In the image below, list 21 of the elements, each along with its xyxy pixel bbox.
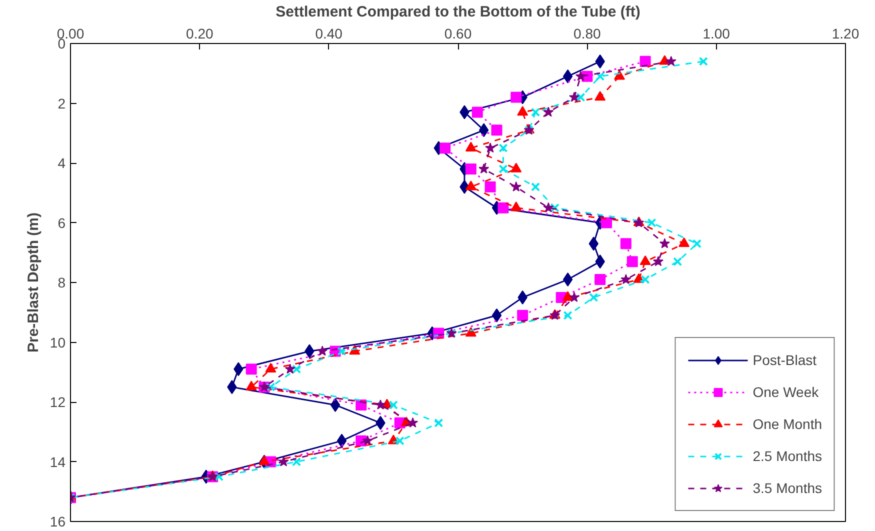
y-axis-title: Pre-Blast Depth (m) bbox=[24, 212, 42, 353]
legend-label: One Month bbox=[752, 416, 822, 432]
y-tick-label: 4 bbox=[58, 155, 66, 171]
legend-label: Post-Blast bbox=[752, 352, 817, 368]
legend-label: One Week bbox=[752, 384, 819, 400]
x-tick-label: 1.20 bbox=[832, 26, 860, 42]
y-tick-label: 16 bbox=[50, 514, 66, 530]
x-tick-label: 0.40 bbox=[315, 26, 343, 42]
x-tick-label: 0.80 bbox=[574, 26, 602, 42]
y-tick-label: 14 bbox=[50, 454, 66, 470]
y-tick-label: 12 bbox=[50, 394, 66, 410]
x-tick-label: 0.20 bbox=[186, 26, 214, 42]
legend-label: 3.5 Months bbox=[752, 480, 822, 496]
y-tick-label: 2 bbox=[58, 95, 66, 112]
x-axis-title: Settlement Compared to the Bottom of the Tube (ft) bbox=[276, 4, 640, 20]
x-tick-label: 1.00 bbox=[702, 26, 730, 42]
x-tick-label: 0.60 bbox=[444, 26, 472, 42]
y-tick-label: 10 bbox=[50, 334, 66, 350]
y-tick-label: 8 bbox=[58, 274, 66, 290]
y-tick-label: 6 bbox=[58, 214, 66, 231]
legend-label: 2.5 Months bbox=[752, 448, 822, 464]
